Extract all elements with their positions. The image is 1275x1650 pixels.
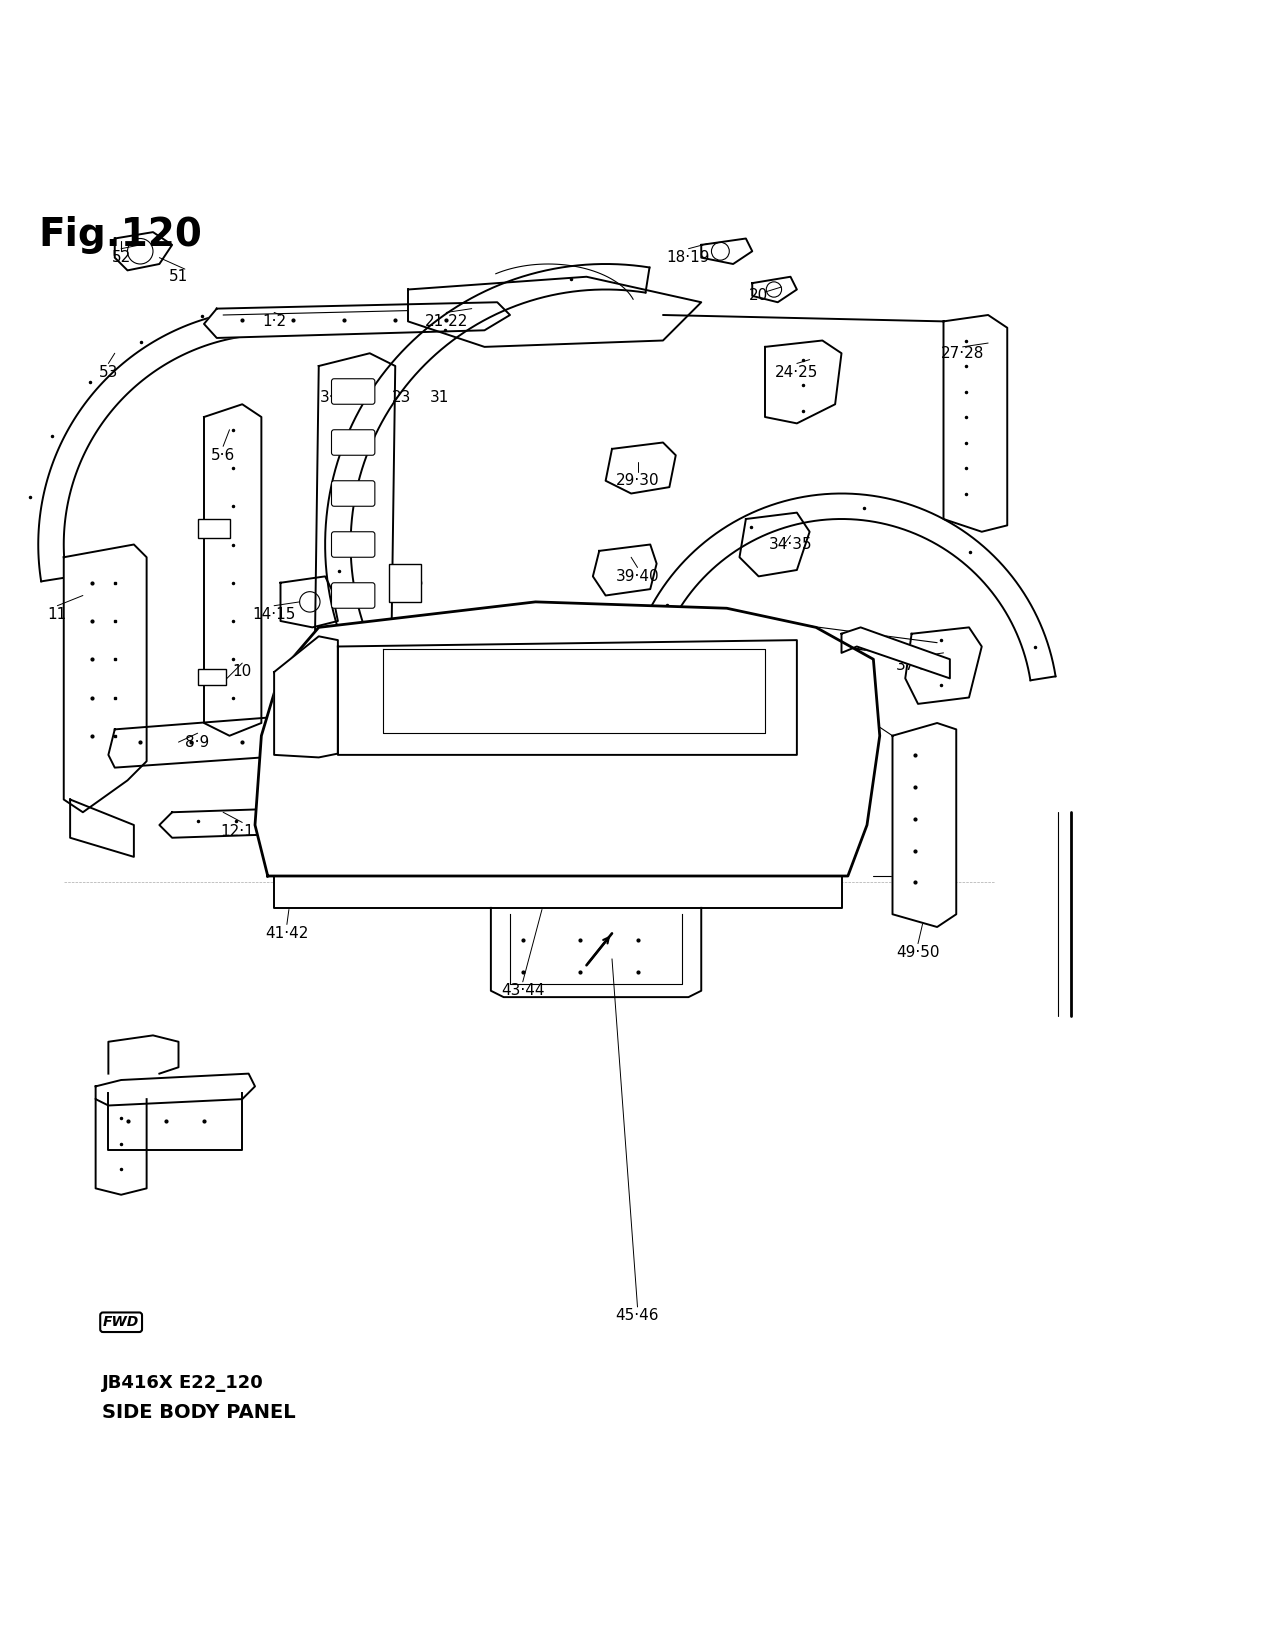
Text: 7: 7 — [218, 525, 228, 540]
Polygon shape — [408, 277, 701, 346]
FancyBboxPatch shape — [389, 564, 421, 602]
Polygon shape — [905, 627, 982, 705]
Polygon shape — [96, 1074, 255, 1106]
Polygon shape — [108, 1092, 242, 1150]
Text: 26: 26 — [404, 576, 425, 591]
Polygon shape — [108, 1036, 179, 1074]
Text: 20: 20 — [748, 289, 769, 304]
Polygon shape — [255, 602, 880, 876]
Polygon shape — [312, 353, 395, 838]
Polygon shape — [108, 716, 300, 767]
Text: 11: 11 — [47, 607, 68, 622]
Polygon shape — [280, 576, 338, 627]
Text: 27·28: 27·28 — [941, 346, 984, 361]
Text: 53: 53 — [98, 365, 119, 380]
Polygon shape — [944, 315, 1007, 531]
Text: 37·38: 37·38 — [896, 658, 940, 673]
Text: 16·17: 16·17 — [386, 823, 430, 838]
Polygon shape — [204, 404, 261, 736]
Polygon shape — [204, 302, 510, 338]
Text: 39·40: 39·40 — [616, 569, 659, 584]
Text: 47·48: 47·48 — [125, 1117, 168, 1132]
Text: 23: 23 — [391, 391, 412, 406]
Text: 18·19: 18·19 — [667, 251, 710, 266]
Polygon shape — [842, 627, 950, 678]
Polygon shape — [274, 876, 842, 908]
Polygon shape — [64, 544, 147, 812]
Text: 29·30: 29·30 — [616, 474, 659, 488]
FancyBboxPatch shape — [332, 787, 375, 812]
Text: 1·2: 1·2 — [263, 314, 286, 328]
Text: FWD: FWD — [103, 1315, 139, 1330]
Text: 49·50: 49·50 — [896, 945, 940, 960]
Text: 10: 10 — [232, 665, 252, 680]
FancyBboxPatch shape — [332, 429, 375, 455]
Polygon shape — [338, 640, 797, 754]
Text: 5·6: 5·6 — [210, 447, 236, 462]
Polygon shape — [70, 800, 134, 856]
Polygon shape — [96, 1099, 147, 1195]
FancyBboxPatch shape — [332, 685, 375, 710]
Text: 43·44: 43·44 — [501, 983, 544, 998]
Polygon shape — [274, 637, 338, 757]
Text: Fig.120: Fig.120 — [38, 216, 203, 254]
Text: 51: 51 — [168, 269, 189, 284]
Text: 45·46: 45·46 — [616, 1308, 659, 1323]
Text: 24·25: 24·25 — [775, 365, 819, 380]
Text: 12·13: 12·13 — [221, 823, 264, 838]
FancyBboxPatch shape — [332, 634, 375, 660]
Polygon shape — [740, 513, 810, 576]
FancyBboxPatch shape — [198, 670, 226, 685]
FancyBboxPatch shape — [332, 582, 375, 609]
Text: 8·9: 8·9 — [185, 734, 210, 749]
Text: 52: 52 — [111, 251, 131, 266]
Text: SIDE BODY PANEL: SIDE BODY PANEL — [102, 1402, 296, 1422]
Text: 3·4: 3·4 — [319, 391, 344, 406]
FancyBboxPatch shape — [332, 531, 375, 558]
FancyBboxPatch shape — [198, 520, 230, 538]
Polygon shape — [363, 805, 536, 838]
Text: 31: 31 — [430, 391, 450, 406]
Text: 14·15: 14·15 — [252, 607, 296, 622]
Polygon shape — [159, 805, 376, 838]
Polygon shape — [478, 653, 523, 805]
FancyBboxPatch shape — [332, 480, 375, 507]
Polygon shape — [765, 340, 842, 424]
Text: 21·22: 21·22 — [425, 314, 468, 328]
Text: JB416X E22_120: JB416X E22_120 — [102, 1374, 264, 1393]
FancyBboxPatch shape — [332, 380, 375, 404]
Polygon shape — [892, 723, 956, 927]
Text: 34·35: 34·35 — [769, 536, 812, 553]
Polygon shape — [593, 544, 657, 596]
Text: 32·33: 32·33 — [711, 652, 755, 667]
Text: 36: 36 — [474, 683, 495, 698]
Text: 41·42: 41·42 — [265, 926, 309, 940]
FancyBboxPatch shape — [332, 736, 375, 761]
Polygon shape — [606, 442, 676, 493]
